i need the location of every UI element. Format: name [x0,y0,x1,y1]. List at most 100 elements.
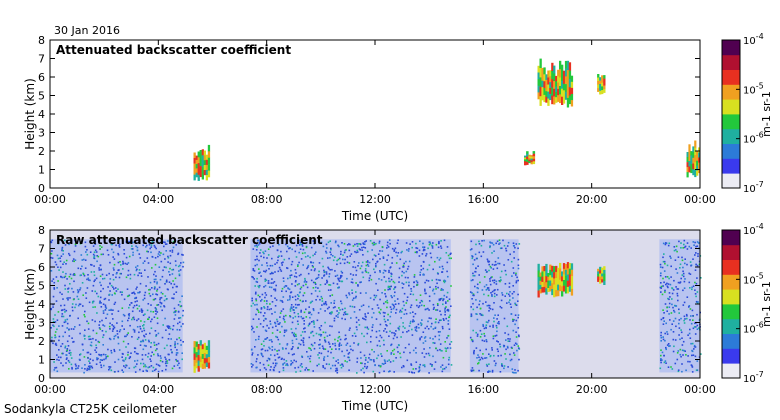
noise-cell [426,325,428,328]
noise-cell [361,332,363,335]
noise-cell [269,273,272,275]
noise-cell [125,364,128,367]
noise-cell [691,354,693,357]
noise-cell [291,347,293,350]
noise-cell [129,277,132,280]
noise-cell [496,330,498,333]
noise-cell [84,310,86,313]
noise-cell [334,338,336,341]
noise-cell [266,264,269,267]
cloud-cell [539,276,542,281]
noise-cell [325,252,328,254]
noise-cell [382,257,385,259]
noise-cell [260,311,262,314]
cloud-cell [566,274,570,281]
noise-cell [89,335,91,338]
noise-cell [288,257,290,260]
noise-cell [50,241,53,244]
noise-cell [363,371,365,374]
noise-cell [252,276,254,279]
noise-cell [670,366,672,368]
noise-cell [134,347,137,350]
noise-cell [472,308,475,311]
noise-cell [65,272,67,275]
noise-cell [509,338,511,340]
noise-cell [486,270,488,273]
noise-cell [677,369,680,371]
noise-cell [435,318,437,320]
noise-cell [258,318,260,320]
noise-cell [684,258,686,260]
noise-cell [399,352,401,355]
noise-cell [506,345,509,348]
noise-cell [692,327,695,330]
noise-cell [341,317,343,320]
noise-cell [146,309,149,312]
noise-cell [175,285,178,288]
noise-cell [684,278,686,280]
noise-cell [296,283,299,286]
noise-cell [173,311,175,314]
noise-cell [341,308,344,311]
noise-cell [267,357,270,360]
noise-cell [270,339,273,341]
noise-cell [180,344,182,346]
noise-cell [489,370,491,373]
cloud-cell [530,155,533,158]
noise-cell [432,328,435,330]
noise-cell [661,351,664,354]
noise-cell [295,244,298,247]
noise-cell [496,294,498,296]
noise-cell [661,359,663,361]
cloud-cell [566,97,570,108]
noise-cell [310,269,313,271]
noise-cell [491,290,494,293]
noise-cell [386,350,388,352]
noise-cell [490,292,492,294]
noise-cell [416,247,419,250]
noise-cell [499,280,501,283]
noise-cell [54,336,56,339]
noise-cell [101,359,103,361]
noise-cell [493,320,495,323]
noise-cell [258,335,260,338]
noise-cell [178,367,181,369]
noise-cell [172,325,175,327]
noise-cell [671,368,674,370]
noise-cell [126,288,129,290]
noise-cell [326,307,329,310]
noise-cell [423,348,425,350]
noise-cell [151,240,154,243]
noise-cell [159,301,161,304]
noise-cell [309,302,312,304]
noise-cell [505,348,507,351]
noise-cell [291,321,294,324]
noise-cell [429,347,431,349]
noise-cell [175,264,177,267]
noise-cell [143,241,146,244]
noise-cell [167,240,169,242]
noise-cell [87,335,90,338]
noise-cell [312,287,315,289]
noise-cell [292,309,295,311]
noise-cell [180,325,182,328]
noise-cell [478,240,480,243]
noise-cell [268,346,270,349]
noise-cell [329,312,331,315]
noise-cell [413,274,416,276]
noise-cell [413,281,415,284]
noise-cell [375,318,378,320]
cloud-cell [559,274,562,280]
noise-cell [110,352,113,354]
noise-cell [401,287,404,289]
noise-cell [134,300,137,303]
noise-cell [383,276,386,278]
noise-cell [274,348,276,351]
noise-cell [119,261,121,263]
noise-cell [403,351,405,354]
noise-cell [94,243,97,245]
noise-cell [488,263,490,266]
noise-cell [697,301,699,303]
noise-cell [485,324,488,326]
noise-cell [421,300,424,303]
